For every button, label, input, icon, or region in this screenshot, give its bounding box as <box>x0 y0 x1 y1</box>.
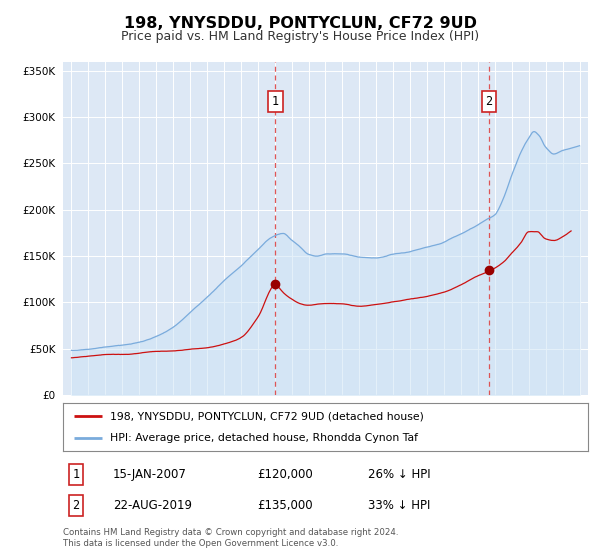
Text: 1: 1 <box>272 95 279 108</box>
Text: 2: 2 <box>485 95 493 108</box>
Text: 26% ↓ HPI: 26% ↓ HPI <box>367 468 430 481</box>
Text: 198, YNYSDDU, PONTYCLUN, CF72 9UD: 198, YNYSDDU, PONTYCLUN, CF72 9UD <box>124 16 476 31</box>
Text: 1: 1 <box>73 468 80 481</box>
Text: 198, YNYSDDU, PONTYCLUN, CF72 9UD (detached house): 198, YNYSDDU, PONTYCLUN, CF72 9UD (detac… <box>110 411 424 421</box>
Text: 2: 2 <box>73 499 80 512</box>
Text: Price paid vs. HM Land Registry's House Price Index (HPI): Price paid vs. HM Land Registry's House … <box>121 30 479 43</box>
Text: 15-JAN-2007: 15-JAN-2007 <box>113 468 187 481</box>
Text: £120,000: £120,000 <box>257 468 313 481</box>
Text: 33% ↓ HPI: 33% ↓ HPI <box>367 499 430 512</box>
Text: Contains HM Land Registry data © Crown copyright and database right 2024.
This d: Contains HM Land Registry data © Crown c… <box>63 528 398 548</box>
Text: £135,000: £135,000 <box>257 499 313 512</box>
Text: HPI: Average price, detached house, Rhondda Cynon Taf: HPI: Average price, detached house, Rhon… <box>110 433 418 443</box>
Text: 22-AUG-2019: 22-AUG-2019 <box>113 499 192 512</box>
